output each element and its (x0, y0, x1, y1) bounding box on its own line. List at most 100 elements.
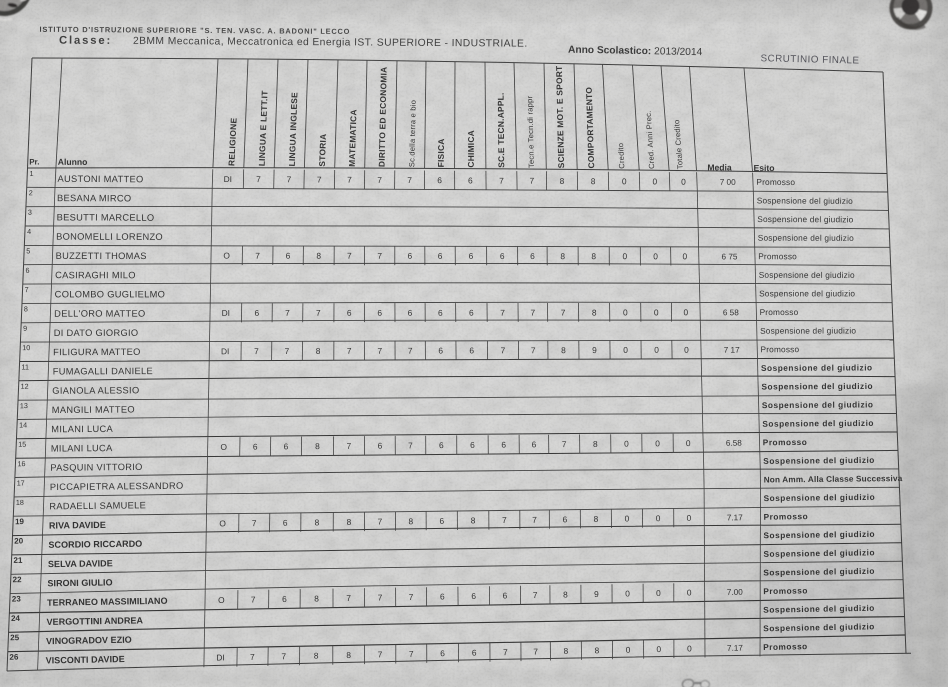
svg-text:GIANOLA ALESSIO: GIANOLA ALESSIO (52, 385, 139, 395)
svg-text:Promosso: Promosso (760, 307, 799, 317)
svg-text:0: 0 (656, 588, 661, 598)
svg-text:7: 7 (25, 285, 29, 294)
svg-text:Sospensione del giudizio: Sospensione del giudizio (759, 288, 855, 298)
svg-text:21: 21 (13, 556, 23, 565)
svg-text:9: 9 (594, 589, 599, 599)
svg-text:7.17: 7.17 (727, 513, 743, 522)
svg-text:0: 0 (682, 251, 687, 261)
svg-text:7: 7 (531, 307, 536, 317)
svg-text:O: O (219, 518, 226, 528)
svg-text:VISCONTI DAVIDE: VISCONTI DAVIDE (46, 654, 125, 666)
svg-text:7: 7 (377, 251, 382, 261)
svg-text:FUMAGALLI DANIELE: FUMAGALLI DANIELE (53, 366, 153, 376)
svg-text:FILIGURA MATTEO: FILIGURA MATTEO (53, 347, 141, 357)
svg-text:7: 7 (251, 594, 256, 604)
svg-text:7: 7 (347, 251, 352, 261)
svg-text:O: O (218, 595, 225, 605)
svg-text:VINOGRADOV EZIO: VINOGRADOV EZIO (46, 635, 132, 647)
svg-text:7: 7 (347, 346, 352, 356)
svg-text:0: 0 (626, 645, 631, 655)
svg-text:6: 6 (472, 648, 477, 658)
svg-text:8: 8 (561, 345, 566, 355)
svg-text:CASIRAGHI MILO: CASIRAGHI MILO (55, 270, 136, 280)
svg-text:8: 8 (560, 176, 565, 186)
svg-text:6.58: 6.58 (726, 439, 742, 448)
svg-text:8: 8 (315, 441, 320, 451)
svg-text:VERGOTTINI ANDREA: VERGOTTINI ANDREA (46, 615, 143, 627)
svg-text:8: 8 (314, 593, 319, 603)
svg-text:4: 4 (27, 227, 31, 236)
svg-text:7: 7 (562, 439, 567, 449)
svg-text:Esito: Esito (753, 163, 774, 173)
svg-text:7: 7 (533, 590, 538, 600)
svg-text:13: 13 (20, 401, 28, 410)
svg-text:7: 7 (409, 592, 414, 602)
svg-text:Media: Media (707, 162, 732, 172)
svg-text:Tecn.e Tecn.di rappr: Tecn.e Tecn.di rappr (525, 95, 536, 168)
svg-text:24: 24 (11, 614, 21, 623)
svg-text:SIRONI GIULIO: SIRONI GIULIO (47, 577, 112, 588)
svg-text:6: 6 (470, 440, 475, 450)
svg-text:0: 0 (656, 644, 661, 654)
svg-text:Sospensione del giudizio: Sospensione del giudizio (763, 529, 875, 540)
svg-text:8: 8 (593, 514, 598, 524)
svg-text:0: 0 (686, 438, 691, 448)
svg-text:7: 7 (408, 346, 413, 356)
svg-text:8: 8 (592, 307, 597, 317)
svg-text:DI DATO GIORGIO: DI DATO GIORGIO (54, 328, 139, 338)
svg-text:20: 20 (14, 536, 24, 545)
svg-text:0: 0 (681, 177, 686, 187)
svg-text:0: 0 (654, 307, 659, 317)
svg-text:Sospensione del giudizio: Sospensione del giudizio (758, 233, 854, 243)
svg-text:22: 22 (13, 575, 23, 584)
svg-text:FISICA: FISICA (436, 138, 446, 167)
svg-text:2BMM Meccanica, Meccatronica e: 2BMM Meccanica, Meccatronica ed Energia … (133, 36, 528, 50)
svg-text:6: 6 (440, 591, 445, 601)
svg-text:7: 7 (285, 308, 290, 318)
svg-text:7: 7 (531, 345, 536, 355)
svg-text:DI: DI (222, 308, 230, 318)
svg-text:8: 8 (346, 650, 351, 660)
svg-text:7: 7 (346, 593, 351, 603)
svg-text:0: 0 (622, 176, 627, 186)
svg-text:0: 0 (624, 439, 629, 449)
svg-text:6: 6 (25, 266, 29, 275)
svg-text:3: 3 (28, 208, 32, 217)
svg-text:DI: DI (224, 174, 232, 184)
svg-text:18: 18 (16, 498, 24, 507)
svg-text:8: 8 (563, 589, 568, 599)
svg-text:6: 6 (377, 441, 382, 451)
svg-text:COLOMBO GUGLIELMO: COLOMBO GUGLIELMO (55, 289, 165, 299)
svg-text:7 00: 7 00 (720, 178, 736, 187)
svg-text:Promosso: Promosso (760, 344, 799, 354)
svg-text:8: 8 (316, 346, 321, 356)
svg-text:7: 7 (533, 646, 538, 656)
svg-text:6: 6 (439, 516, 444, 526)
svg-text:7: 7 (378, 516, 383, 526)
svg-text:0: 0 (687, 513, 692, 523)
svg-text:19: 19 (15, 517, 25, 526)
svg-text:6: 6 (469, 345, 474, 355)
svg-text:6: 6 (503, 590, 508, 600)
svg-text:6: 6 (437, 175, 442, 185)
svg-text:6: 6 (469, 308, 474, 318)
svg-text:8: 8 (314, 651, 319, 661)
svg-text:6: 6 (282, 594, 287, 604)
svg-text:7: 7 (499, 176, 504, 186)
svg-text:6: 6 (438, 345, 443, 355)
svg-text:6: 6 (438, 308, 443, 318)
svg-text:7: 7 (503, 647, 508, 657)
svg-text:7: 7 (317, 174, 322, 184)
svg-text:6: 6 (347, 308, 352, 318)
svg-text:Sospensione del giudizio: Sospensione del giudizio (757, 195, 853, 205)
svg-text:6: 6 (440, 648, 445, 658)
svg-text:Promosso: Promosso (763, 641, 808, 652)
svg-text:7: 7 (561, 307, 566, 317)
svg-text:25: 25 (10, 633, 20, 642)
svg-text:8: 8 (563, 646, 568, 656)
svg-text:Sospensione del giudizio: Sospensione del giudizio (763, 455, 875, 466)
svg-text:8: 8 (346, 517, 351, 527)
svg-text:0: 0 (687, 587, 692, 597)
svg-text:PICCAPIETRA ALESSANDRO: PICCAPIETRA ALESSANDRO (50, 481, 184, 492)
svg-text:6: 6 (255, 308, 260, 318)
